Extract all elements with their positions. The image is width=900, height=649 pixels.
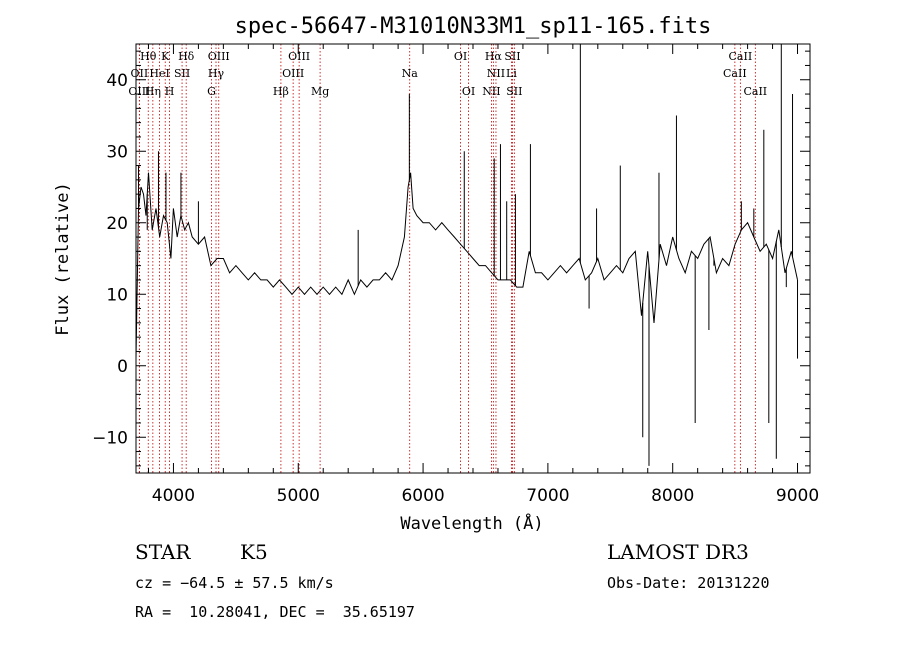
line-label: NII [482,85,500,98]
chart-title: spec-56647-M31010N33M1_sp11-165.fits [235,14,712,39]
line-label: OI [454,50,467,63]
x-axis-title: Wavelength (Å) [400,512,543,534]
line-label: OIII [288,50,310,63]
line-label: H [165,85,175,98]
line-label: OII [131,67,149,80]
line-label: Hθ [140,50,157,63]
line-label: Hβ [273,85,289,98]
line-label: CaII [729,50,753,63]
spectral-line-labels: Hθ OII OIII K HeI Hη Hδ SII H OIII Hγ G OIII OIII Hβ Mg… [128,50,767,98]
line-label: Hη [145,85,161,98]
line-label: SII [504,50,520,63]
line-label: Mg [311,85,329,98]
line-label: K [161,50,170,63]
y-axis-title: Flux (relative) [53,182,73,336]
line-label: Na [402,67,419,80]
x-tick-label: 8000 [651,486,694,506]
y-tick-label: 30 [106,142,128,162]
object-subclass: K5 [240,540,268,564]
y-tick-label: 40 [106,71,128,91]
line-label: Hα [485,50,503,63]
redshift-velocity: cz = −64.5 ± 57.5 km/s [135,574,334,592]
line-label: HeI [149,67,169,80]
y-tick-label: 20 [106,214,128,234]
y-tick-label: 10 [106,285,128,305]
spectrum-line [135,172,798,359]
line-label: Hδ [178,50,195,63]
sky-coordinates: RA = 10.28041, DEC = 35.65197 [135,603,415,621]
x-tick-label: 4000 [152,486,195,506]
object-class: STAR [135,540,191,564]
spectral-line-markers [138,44,756,473]
line-label: OIII [208,50,230,63]
survey-name: LAMOST DR3 [607,540,749,564]
line-label: G [207,85,216,98]
line-label: CaII [743,85,767,98]
line-label: CaII [723,67,747,80]
y-tick-label: 0 [117,357,128,377]
x-tick-label: 7000 [526,486,569,506]
line-label: SII [506,85,522,98]
line-label: Hγ [208,67,225,80]
line-label: OIII [128,85,150,98]
x-tick-label: 6000 [401,486,444,506]
line-label: OIII [282,67,304,80]
y-tick-label: −10 [92,428,128,448]
spectrum-series [135,44,799,466]
line-label: Li [506,67,517,80]
axis-ticks: 4000 5000 6000 7000 8000 9000 −10 0 10 20 30 40 [92,44,819,506]
observation-date: Obs-Date: 20131220 [607,574,770,592]
x-tick-label: 9000 [776,486,819,506]
line-label: NII [487,67,505,80]
line-label: SII [174,67,190,80]
x-tick-label: 5000 [277,486,320,506]
line-label: OI [462,85,475,98]
